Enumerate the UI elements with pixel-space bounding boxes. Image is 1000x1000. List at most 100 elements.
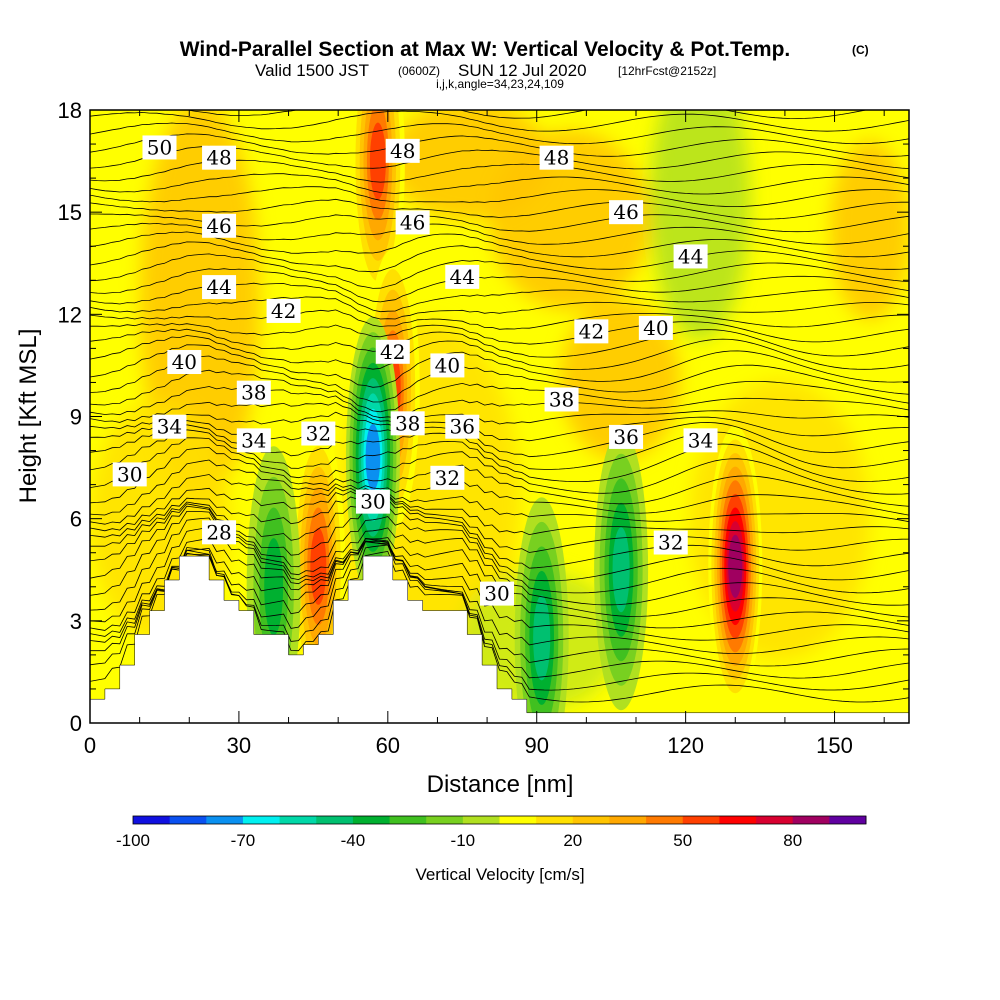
theta-label-text: 44 <box>678 244 703 268</box>
theta-contour <box>90 429 909 482</box>
theta-contour <box>90 537 909 667</box>
theta-label: 40 <box>167 350 202 375</box>
colorbar-swatch <box>756 816 794 824</box>
theta-label-text: 44 <box>206 275 231 299</box>
theta-label-text: 42 <box>271 299 296 323</box>
theta-label-text: 34 <box>688 428 713 452</box>
theta-label-text: 48 <box>390 139 415 163</box>
colorbar-swatch <box>829 816 867 824</box>
colorbar-tick-label: 80 <box>783 831 802 850</box>
theta-label-box <box>385 138 420 163</box>
x-tick-label: 0 <box>84 733 96 758</box>
theta-label-box <box>609 200 644 225</box>
colorbar-tick-label: -100 <box>116 831 150 850</box>
y-tick-label: 15 <box>58 200 82 225</box>
theta-label-text: 36 <box>613 425 638 449</box>
theta-contour <box>90 411 909 442</box>
colorbar-swatch <box>646 816 684 824</box>
colorbar-swatch <box>389 816 427 824</box>
theta-label: 48 <box>385 138 420 163</box>
colorbar: -100 -70 -40 -10 20 50 80 <box>116 815 867 850</box>
theta-label-box <box>683 428 718 453</box>
colorbar-tick-label: 20 <box>563 831 582 850</box>
colorbar-swatch <box>169 816 207 824</box>
theta-label-text: 40 <box>643 316 668 340</box>
theta-label-box <box>539 145 574 170</box>
theta-label-text: 34 <box>241 428 266 452</box>
theta-label: 38 <box>390 411 425 436</box>
shading-blob <box>650 110 750 340</box>
theta-label-text: 38 <box>395 411 420 435</box>
theta-contour <box>90 241 909 273</box>
theta-label-box <box>430 465 465 490</box>
theta-contour <box>90 173 909 195</box>
theta-contour-labels: 50 48 48 48 46 46 46 44 44 44 42 42 42 40 40 40 38 38 38 36… <box>112 135 718 606</box>
theta-label-box <box>142 135 177 160</box>
colorbar-frame <box>132 815 867 825</box>
w-band <box>365 424 381 491</box>
theta-label-box <box>480 581 515 606</box>
colorbar-swatch <box>682 816 720 824</box>
theta-contour <box>90 437 909 495</box>
colorbar-swatch <box>279 816 317 824</box>
theta-contour <box>90 253 909 289</box>
theta-contour <box>90 544 909 691</box>
w-band <box>533 595 551 681</box>
theta-label-text: 38 <box>241 381 266 405</box>
theta-label-box <box>202 520 237 545</box>
shading-blob <box>390 110 550 220</box>
theta-contour <box>90 344 909 388</box>
theta-label-box <box>395 210 430 235</box>
theta-label-text: 42 <box>380 340 405 364</box>
theta-label-text: 42 <box>579 319 604 343</box>
theta-contour <box>90 355 909 403</box>
valid-utc: (0600Z) <box>398 64 440 78</box>
theta-label-box <box>202 275 237 300</box>
theta-label: 32 <box>653 530 688 555</box>
colorbar-swatch <box>792 816 830 824</box>
theta-label-box <box>673 244 708 269</box>
w-band <box>612 527 630 613</box>
theta-contour <box>90 424 909 470</box>
theta-label-text: 30 <box>484 582 509 606</box>
theta-label-box <box>355 489 390 514</box>
terrain <box>90 555 909 723</box>
x-axis: 0 30 60 90 120 150 <box>84 110 885 758</box>
w-band <box>369 122 386 200</box>
theta-label: 40 <box>430 353 465 378</box>
theta-label-box <box>266 298 301 323</box>
theta-contour <box>90 386 909 419</box>
x-tick-label: 150 <box>816 733 853 758</box>
colorbar-tick-label: 50 <box>673 831 692 850</box>
theta-label-box <box>574 319 609 344</box>
theta-label-box <box>202 213 237 238</box>
y-tick-label: 6 <box>70 507 82 532</box>
theta-label-box <box>167 350 202 375</box>
theta-label: 42 <box>574 319 609 344</box>
theta-label: 30 <box>480 581 515 606</box>
theta-contours <box>90 110 909 703</box>
w-band <box>264 538 284 636</box>
theta-contour <box>90 537 909 641</box>
theta-contour <box>90 538 909 655</box>
theta-label: 30 <box>355 489 390 514</box>
colorbar-swatch <box>499 816 537 824</box>
theta-label-box <box>375 339 410 364</box>
theta-label-box <box>236 428 271 453</box>
theta-label-text: 46 <box>400 210 425 234</box>
y-tick-label: 0 <box>70 711 82 736</box>
theta-label: 36 <box>609 424 644 449</box>
downdraft-cell <box>514 497 569 723</box>
theta-label-text: 32 <box>435 466 460 490</box>
theta-contour <box>90 487 909 536</box>
theta-label: 46 <box>395 210 430 235</box>
theta-contour <box>90 492 909 553</box>
theta-label: 42 <box>375 339 410 364</box>
theta-label-text: 32 <box>306 422 331 446</box>
theta-label-box <box>638 315 673 340</box>
theta-label-box <box>390 411 425 436</box>
theta-label-text: 48 <box>206 146 231 170</box>
x-tick-label: 120 <box>667 733 704 758</box>
